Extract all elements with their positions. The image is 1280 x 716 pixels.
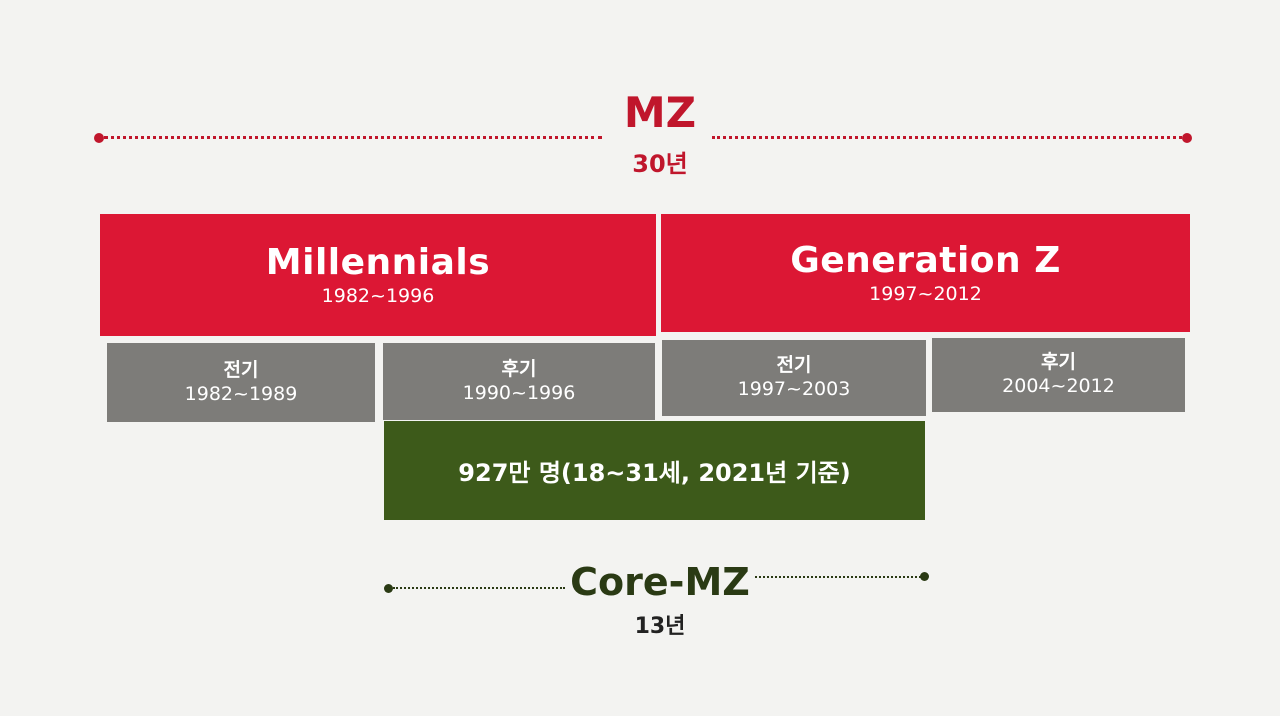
millennials-years: 1982~1996	[321, 284, 435, 307]
period-box-genz-early: 전기 1997~2003	[662, 340, 926, 416]
mz-title: MZ	[623, 88, 697, 137]
millennials-name: Millennials	[265, 242, 491, 284]
core-line-right-dot	[920, 572, 929, 581]
mz-span: 30년	[632, 150, 688, 178]
period-years: 2004~2012	[1002, 375, 1115, 398]
mz-line-right-dot	[1182, 133, 1192, 143]
period-label: 후기	[1041, 351, 1076, 374]
period-box-millennials-early: 전기 1982~1989	[107, 343, 375, 422]
period-years: 1997~2003	[737, 378, 851, 401]
generation-z-box: Generation Z 1997~2012	[661, 214, 1190, 332]
period-label: 전기	[223, 358, 259, 381]
core-line-right	[755, 576, 921, 578]
period-label: 전기	[776, 354, 812, 377]
mz-line-left-dot	[94, 133, 104, 143]
generation-z-years: 1997~2012	[869, 282, 982, 305]
core-population-box: 927만 명(18~31세, 2021년 기준)	[384, 421, 925, 520]
period-box-millennials-late: 후기 1990~1996	[383, 343, 655, 420]
period-box-genz-late: 후기 2004~2012	[932, 338, 1185, 412]
core-mz-title: Core-MZ	[570, 560, 750, 604]
period-years: 1982~1989	[184, 382, 298, 405]
core-line-left	[393, 587, 565, 589]
core-mz-span: 13년	[634, 614, 686, 639]
millennials-box: Millennials 1982~1996	[100, 214, 656, 336]
generation-z-name: Generation Z	[790, 240, 1061, 282]
mz-line-right	[712, 136, 1182, 139]
core-population-text: 927만 명(18~31세, 2021년 기준)	[458, 459, 851, 487]
period-label: 후기	[501, 357, 537, 380]
core-line-left-dot	[384, 584, 393, 593]
period-years: 1990~1996	[462, 381, 576, 404]
mz-line-left	[104, 136, 602, 139]
